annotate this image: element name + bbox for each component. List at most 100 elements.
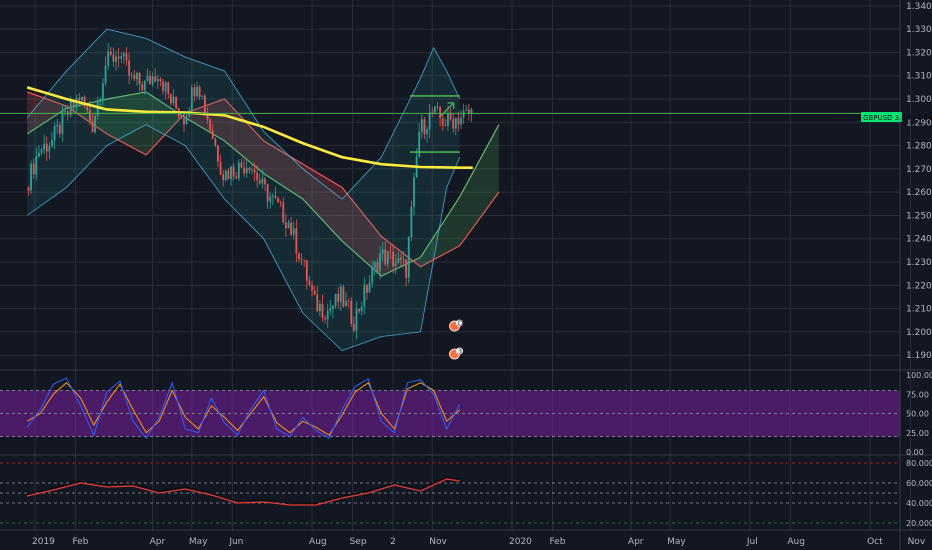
candle	[109, 47, 112, 57]
candle-body	[413, 177, 415, 208]
candle-body	[211, 130, 214, 140]
candle-body	[83, 96, 86, 107]
candle-body	[358, 308, 360, 312]
candle-body	[287, 222, 290, 229]
candle	[431, 107, 434, 118]
price-tick-label: 1.3300	[906, 25, 932, 35]
trend-annotations[interactable]	[0, 95, 900, 153]
candle-body	[303, 259, 306, 261]
stochastic-panel[interactable]	[0, 377, 900, 440]
stochastic-tick-label: 0.00	[906, 448, 924, 457]
candle-body	[269, 196, 272, 202]
candle	[329, 299, 332, 315]
candle	[326, 303, 329, 328]
oscillator-panel[interactable]	[0, 462, 900, 524]
candle	[389, 244, 392, 260]
candle-body	[337, 293, 340, 302]
candle	[311, 280, 313, 297]
candle-body	[460, 117, 462, 125]
candle	[38, 145, 40, 159]
price-tick-label: 1.2600	[906, 188, 932, 198]
candle	[373, 260, 376, 276]
candle-body	[326, 310, 329, 320]
candle-body	[185, 116, 188, 125]
time-tick-label: Aug	[309, 537, 327, 547]
time-axis[interactable]: 2019 Feb Apr May Jun Aug Sep 2 Nov 2020 Feb Apr May J…	[32, 537, 926, 547]
candle-body	[329, 309, 332, 311]
candle-body	[58, 124, 61, 134]
candle	[107, 42, 110, 70]
candle	[136, 71, 138, 86]
candle-body	[237, 162, 240, 179]
candle	[83, 95, 86, 108]
price-tick-label: 1.2900	[906, 118, 932, 128]
candle	[277, 197, 279, 203]
candle	[94, 113, 97, 134]
candle-body	[350, 301, 353, 324]
candle-body	[245, 167, 248, 174]
candle-body	[318, 303, 321, 312]
candle-body	[91, 120, 94, 133]
candle-body	[162, 81, 164, 92]
candle	[363, 277, 366, 315]
candle	[350, 296, 353, 327]
time-tick-label: May	[667, 537, 686, 547]
candle-body	[300, 259, 303, 261]
candle	[133, 69, 136, 82]
candle	[271, 193, 274, 206]
candle	[237, 159, 240, 181]
candle-body	[43, 143, 46, 150]
candle	[141, 81, 144, 93]
candle	[352, 316, 355, 333]
candle-body	[240, 162, 243, 168]
candle	[193, 83, 196, 102]
candle-body	[379, 253, 381, 272]
candle-body	[366, 285, 368, 293]
candle	[117, 47, 120, 68]
candlestick-series[interactable]	[27, 42, 473, 340]
bollinger-upper	[26, 28, 461, 200]
candle-body	[175, 96, 178, 109]
candle-body	[298, 253, 300, 260]
candle-body	[107, 51, 110, 66]
candle-body	[462, 111, 465, 118]
candle-body	[324, 317, 327, 320]
price-tick-label: 1.2300	[906, 258, 932, 268]
candle	[426, 126, 428, 143]
candle-body	[285, 222, 287, 229]
price-axis[interactable]: 1.3400 1.3300 1.3200 1.3100 1.3000 1.2900 1.28…	[906, 2, 932, 361]
candle	[452, 113, 455, 133]
candle-body	[282, 202, 285, 223]
candle	[345, 292, 347, 307]
price-tick-label: 1.3400	[906, 2, 932, 12]
candle	[170, 93, 172, 106]
candle-body	[35, 156, 38, 175]
price-badge: GBPUSD 3.63h 1.2938	[861, 112, 932, 122]
time-tick-label: 2019	[32, 537, 55, 547]
candle	[428, 103, 431, 139]
candle-body	[27, 187, 30, 191]
candle	[120, 52, 123, 64]
candle-body	[227, 170, 230, 179]
candle	[164, 81, 167, 100]
candle	[423, 117, 426, 140]
time-tick-label: Aug	[787, 537, 805, 547]
candle-body	[321, 303, 324, 318]
candle-body	[467, 109, 470, 114]
candle	[467, 103, 470, 121]
candle-body	[371, 268, 374, 283]
moving-average-200	[26, 86, 473, 169]
candle-body	[360, 306, 363, 312]
candle-body	[117, 56, 120, 59]
candle-body	[109, 51, 112, 55]
candle-body	[308, 280, 311, 285]
event-markers[interactable]: D3	[449, 319, 463, 360]
time-tick-label: Apr	[150, 537, 166, 547]
candle-body	[292, 228, 295, 235]
event-marker-icon: 3	[449, 347, 463, 360]
time-tick-label: Jun	[228, 537, 243, 547]
candle	[130, 72, 133, 80]
candle	[337, 287, 340, 309]
candle	[400, 253, 402, 267]
